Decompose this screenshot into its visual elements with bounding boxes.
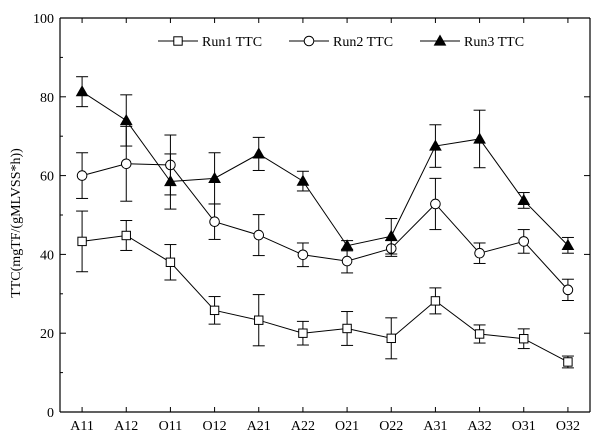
data-point-triangle [208,171,221,183]
data-point-triangle [75,85,89,97]
y-ticks: 0 20 40 60 80 100 [33,12,590,421]
data-point-circle [562,284,574,296]
legend-entry-2: Run2 TTC [289,35,393,50]
legend: Run1 TTC Run2 TTC Run3 TTC [158,34,524,50]
x-tick-label: A12 [114,419,138,434]
data-point-circle [474,247,485,259]
series-3 [75,76,575,255]
data-point-square [298,328,308,338]
legend-label: Run1 TTC [202,35,262,50]
data-point-square [254,315,264,325]
y-tick-label: 20 [40,327,54,342]
data-point-square [342,323,352,334]
legend-label: Run3 TTC [464,35,524,50]
y-tick-label: 100 [33,12,54,27]
data-point-circle [76,170,88,181]
series-2 [76,125,574,301]
data-point-circle [303,35,315,47]
data-point-circle [430,198,441,210]
x-tick-label: A22 [291,419,315,434]
x-tick-label: A31 [423,419,447,434]
data-point-square [121,230,131,241]
y-tick-label: 60 [40,170,54,185]
series-layer [75,76,575,369]
data-point-circle [341,255,353,267]
data-point-circle [120,158,132,170]
x-ticks: A11 A12 O11 O12 A21 A22 O21 O22 A31 A32 O31 O32 [70,18,580,434]
legend-label: Run2 TTC [333,35,393,50]
x-tick-label: O12 [203,419,227,434]
x-tick-label: O31 [512,419,536,434]
series-line [82,234,569,363]
data-point-square [519,334,529,344]
data-point-square [474,329,485,339]
y-tick-label: 80 [40,91,54,106]
data-point-triangle [561,238,575,250]
series-line [81,91,569,247]
data-point-triangle [384,229,398,241]
legend-entry-3: Run3 TTC [420,34,524,50]
x-tick-label: O32 [556,419,580,434]
axes [59,17,591,413]
data-point-square [430,296,441,306]
x-tick-label: O11 [159,419,183,434]
data-point-circle [297,249,309,261]
data-point-triangle [517,193,531,206]
data-point-square [209,305,220,316]
data-point-triangle [340,239,354,251]
x-tick-label: A11 [70,419,94,434]
data-point-circle [518,236,530,247]
data-point-square [173,36,183,46]
series-1 [76,210,574,369]
data-point-triangle [296,174,310,186]
data-point-square [563,357,573,367]
data-point-circle [209,216,220,227]
x-tick-label: A21 [247,419,271,434]
legend-entry-1: Run1 TTC [158,35,262,50]
y-axis-label: TTC(mgTF/(gMLVSS*h)) [9,148,24,298]
y-tick-label: 0 [47,406,54,421]
series-line [81,163,569,291]
data-point-triangle [429,139,442,151]
data-point-square [77,236,87,247]
x-tick-label: O21 [335,419,359,434]
x-tick-label: O22 [379,419,403,434]
x-tick-label: A32 [468,419,492,434]
data-point-triangle [119,113,133,126]
data-point-triangle [164,175,177,187]
data-point-triangle [473,132,486,144]
data-point-triangle [252,147,266,159]
data-point-triangle [433,34,447,46]
data-point-circle [253,229,265,241]
data-point-square [165,257,176,267]
y-tick-label: 40 [40,248,54,263]
data-point-square [386,333,396,344]
